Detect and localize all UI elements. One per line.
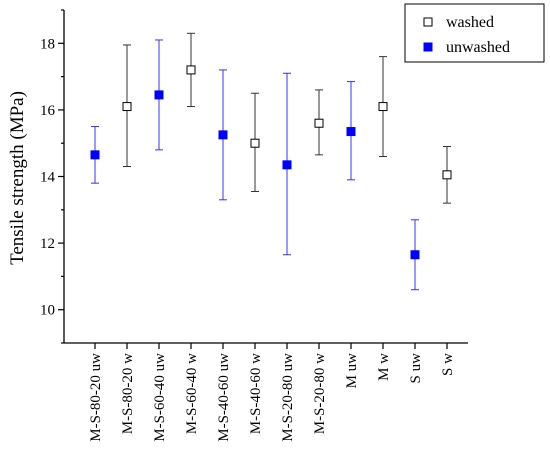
unwashed-marker [346, 127, 356, 137]
unwashed-marker [90, 150, 100, 160]
x-tick-label: M-S-80-20 uw [88, 353, 104, 442]
x-tick-label: M-S-40-60 w [248, 353, 264, 434]
unwashed-marker [410, 250, 420, 260]
legend-label: unwashed [446, 39, 510, 56]
x-tick-label: S w [440, 353, 456, 376]
axes-group: 10 12 14 16 18 M-S-80-20 uw M-S-80-20 w M-S-60-… [40, 9, 468, 442]
x-tick-label: S uw [408, 353, 424, 384]
x-tick-label: M-S-60-40 w [184, 353, 200, 434]
x-tick-label: M-S-20-80 w [312, 353, 328, 434]
washed-marker [250, 138, 260, 148]
washed-marker [186, 65, 196, 75]
y-axis-title: Tensile strength (MPa) [7, 91, 28, 265]
markers-group [90, 65, 452, 260]
legend: washed unwashed [404, 3, 545, 63]
legend-washed-marker [423, 17, 433, 27]
washed-marker [378, 102, 388, 112]
y-tick-label: 12 [40, 236, 55, 252]
error-bars-group [91, 32, 451, 291]
x-tick-label: M uw [344, 353, 360, 389]
x-tick-label: M-S-60-40 uw [152, 353, 168, 442]
legend-unwashed-marker [423, 42, 433, 52]
unwashed-marker [154, 90, 164, 100]
washed-marker [442, 170, 452, 180]
y-tick-label: 16 [40, 103, 56, 119]
x-tick-label: M w [376, 353, 392, 381]
legend-box [404, 3, 545, 63]
x-tick-label: M-S-40-60 uw [216, 353, 232, 442]
washed-marker [122, 102, 132, 112]
legend-label: washed [446, 14, 494, 31]
x-tick-label: M-S-20-80 uw [280, 353, 296, 442]
unwashed-marker [282, 160, 292, 170]
y-tick-label: 18 [40, 36, 55, 52]
washed-marker [314, 118, 324, 128]
unwashed-marker [218, 130, 228, 140]
y-tick-label: 10 [40, 303, 55, 319]
x-tick-label: M-S-80-20 w [120, 353, 136, 434]
y-tick-label: 14 [40, 170, 56, 186]
